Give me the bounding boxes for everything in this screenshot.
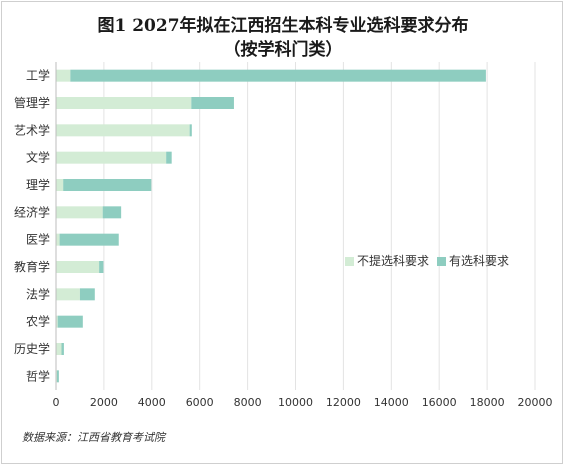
bar-required <box>70 69 486 82</box>
category-label: 艺术学 <box>14 122 50 137</box>
bar-not-required <box>56 206 103 219</box>
bar-required <box>57 315 83 328</box>
bar-required <box>191 97 234 109</box>
legend-item-not-required: 不提选科要求 <box>345 252 429 269</box>
category-label: 农学 <box>26 314 50 329</box>
legend-label-required: 有选科要求 <box>449 254 510 268</box>
bar-not-required <box>56 261 100 273</box>
bar-required <box>189 124 192 137</box>
bar-required <box>102 206 122 219</box>
legend-swatch-not-required <box>345 257 354 266</box>
category-label: 理学 <box>26 177 50 192</box>
bar-not-required <box>56 315 58 328</box>
category-label: 管理学 <box>14 95 50 110</box>
x-tick-label: 2000 <box>90 396 118 409</box>
legend: 不提选科要求 有选科要求 <box>345 252 517 269</box>
bar-not-required <box>56 124 190 137</box>
category-label: 医学 <box>26 232 50 247</box>
category-label: 工学 <box>26 68 50 83</box>
chart-subtitle: （按学科门类） <box>223 40 343 60</box>
bar-required <box>61 343 64 355</box>
bar-required <box>79 288 95 301</box>
bar-required <box>63 179 152 191</box>
x-tick-label: 14000 <box>374 396 409 409</box>
bar-required <box>59 233 119 246</box>
category-label: 教育学 <box>14 259 50 274</box>
bar-not-required <box>56 151 167 164</box>
gridlines <box>103 62 536 390</box>
x-tick-label: 8000 <box>234 396 262 409</box>
bar-required <box>166 151 172 164</box>
x-tick-label: 18000 <box>470 396 505 409</box>
x-tick-label: 10000 <box>278 396 313 409</box>
category-label: 历史学 <box>14 341 50 356</box>
bars <box>56 69 486 383</box>
category-label: 哲学 <box>26 368 50 383</box>
bar-not-required <box>56 97 192 109</box>
x-tick-label: 16000 <box>422 396 457 409</box>
bar-not-required <box>56 69 71 82</box>
x-tick-label: 20000 <box>518 396 553 409</box>
bar-required <box>99 261 104 273</box>
legend-swatch-required <box>437 257 447 266</box>
x-tick-label: 0 <box>53 396 60 409</box>
legend-label-not-required: 不提选科要求 <box>357 254 430 268</box>
category-label: 文学 <box>26 150 50 165</box>
legend-item-required: 有选科要求 <box>437 252 509 269</box>
category-label: 法学 <box>26 286 50 301</box>
bar-not-required <box>56 179 64 191</box>
data-source-note: 数据来源：江西省教育考试院 <box>22 431 165 444</box>
bar-not-required <box>56 233 60 246</box>
bar-not-required <box>56 343 62 355</box>
x-tick-label: 12000 <box>326 396 361 409</box>
x-tick-label: 4000 <box>138 396 166 409</box>
category-label: 经济学 <box>14 204 50 219</box>
x-tick-label: 6000 <box>186 396 214 409</box>
chart-title: 图1 2027年拟在江西招生本科专业选科要求分布 <box>97 16 469 36</box>
bar-not-required <box>56 288 80 301</box>
x-tick-labels: 0 2000 4000 6000 8000 10000 12000 14000 16000 180… <box>53 396 553 409</box>
bar-required <box>56 370 59 383</box>
